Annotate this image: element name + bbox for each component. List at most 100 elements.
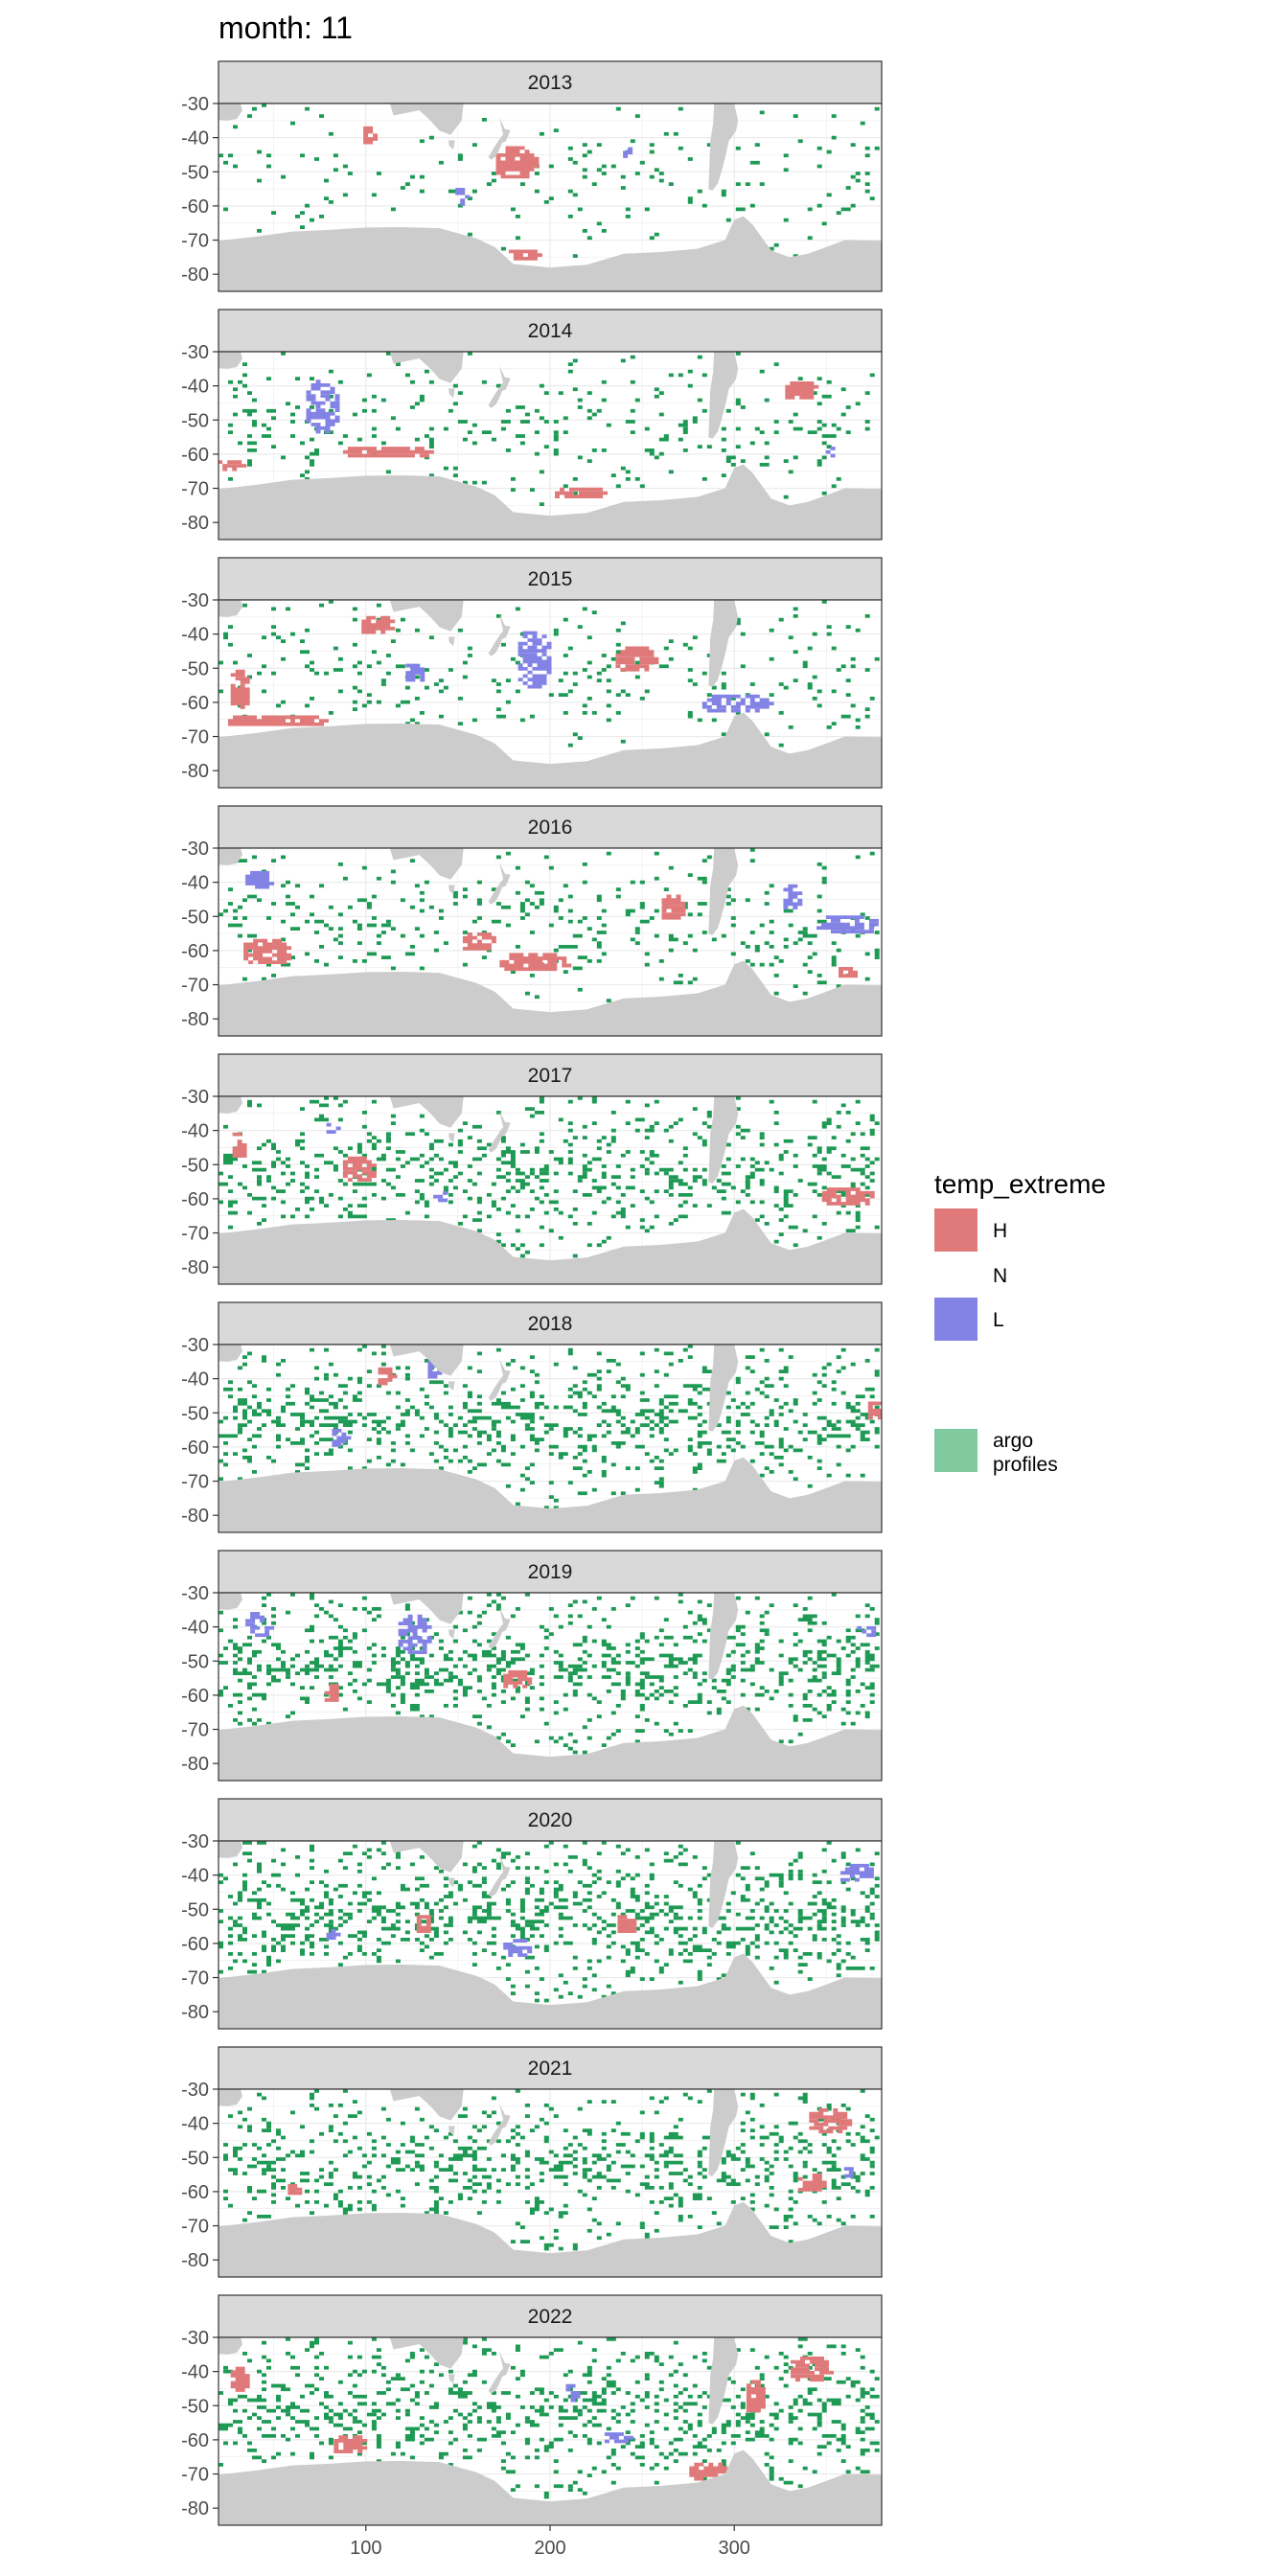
land-antarctica — [218, 464, 882, 540]
facet-panels: 2013 -30 -40 -50 -60 -70 -80 2014 -30 -40 -50 -60 -7… — [181, 60, 883, 2559]
panel-body — [218, 2089, 882, 2277]
land-new-zealand — [488, 366, 511, 408]
facet-strip-label: 2022 — [528, 2306, 573, 2328]
facet-strip — [218, 2294, 883, 2338]
facet-strip — [218, 60, 883, 104]
facet-panel-2020: 2020 -30 -40 -50 -60 -70 -80 — [181, 1798, 883, 2030]
y-tick-label: -60 — [181, 445, 209, 466]
land-australia — [389, 1345, 464, 1376]
y-tick-label: -40 — [181, 377, 209, 398]
facet-strip-label: 2014 — [528, 320, 573, 342]
panel-border — [218, 1095, 883, 1285]
y-tick-label: -80 — [181, 2002, 209, 2023]
panel-body — [218, 104, 882, 291]
facet-strip — [218, 1053, 883, 1097]
facet-strip — [218, 309, 883, 353]
legend-label-argo: argo profiles — [993, 1430, 1058, 1476]
land-new-zealand — [488, 1111, 511, 1153]
y-tick-label: -70 — [181, 1968, 209, 1990]
facet-strip — [218, 1550, 883, 1594]
y-tick-label: -50 — [181, 658, 209, 679]
high-extreme-cells — [324, 1669, 533, 1702]
low-extreme-cells — [332, 1360, 443, 1447]
land-australia — [389, 1841, 464, 1873]
y-tick-label: -30 — [181, 1583, 209, 1604]
high-extreme-cells — [243, 894, 859, 978]
x-tick-label: 200 — [534, 2538, 565, 2559]
x-axis: 100 200 300 — [350, 2525, 750, 2559]
land-australia — [389, 104, 464, 135]
y-tick-label: -50 — [181, 1403, 209, 1424]
facet-strip — [218, 557, 883, 601]
land-antarctica — [218, 1705, 882, 1781]
y-tick-label: -80 — [181, 1009, 209, 1030]
land-antarctica — [218, 2450, 882, 2525]
legend-key-h — [934, 1208, 978, 1252]
legend: temp_extreme H N L argo profiles — [934, 1169, 1106, 1476]
land-south-america — [706, 1841, 739, 1928]
high-extreme-cells — [232, 1132, 875, 1206]
y-tick-label: -80 — [181, 264, 209, 286]
land-new-zealand — [488, 2352, 511, 2394]
facet-strip — [218, 805, 883, 849]
facet-panel-2021: 2021 -30 -40 -50 -60 -70 -80 — [181, 2046, 883, 2278]
facet-panel-2018: 2018 -30 -40 -50 -60 -70 -80 — [181, 1301, 883, 1533]
land-australia — [389, 600, 464, 632]
y-tick-label: -40 — [181, 1618, 209, 1639]
x-tick-label: 100 — [350, 2538, 381, 2559]
y-tick-label: -60 — [181, 2182, 209, 2203]
facet-strip-label: 2017 — [528, 1065, 573, 1087]
panel-body — [218, 1593, 882, 1781]
land-tasmania — [448, 1133, 455, 1143]
panel-border — [218, 1592, 883, 1782]
facet-panel-2016: 2016 -30 -40 -50 -60 -70 -80 — [181, 805, 883, 1037]
land-africa — [218, 2337, 242, 2355]
land-africa — [218, 104, 242, 121]
facet-strip-label: 2021 — [528, 2058, 573, 2080]
facet-panel-2017: 2017 -30 -40 -50 -60 -70 -80 — [181, 1053, 883, 1285]
y-tick-label: -80 — [181, 2498, 209, 2519]
panel-body — [218, 600, 882, 788]
land-antarctica — [218, 2201, 882, 2277]
y-tick-label: -80 — [181, 1506, 209, 1527]
panel-border — [218, 599, 883, 789]
land-new-zealand — [488, 1359, 511, 1401]
land-south-america — [706, 1593, 739, 1680]
facet-strip-label: 2018 — [528, 1313, 573, 1335]
land-south-america — [706, 600, 739, 687]
land-south-america — [706, 2089, 739, 2176]
y-tick-label: -80 — [181, 1257, 209, 1278]
legend-title: temp_extreme — [934, 1169, 1106, 1199]
facet-panel-2015: 2015 -30 -40 -50 -60 -70 -80 — [181, 557, 883, 789]
y-tick-label: -50 — [181, 1651, 209, 1672]
low-extreme-cells — [245, 1612, 877, 1654]
panel-body — [218, 1345, 882, 1532]
land-africa — [218, 352, 242, 369]
y-tick-label: -50 — [181, 162, 209, 183]
argo-profile-cells — [223, 2089, 880, 2251]
facet-strip-label: 2015 — [528, 568, 573, 590]
y-tick-label: -60 — [181, 693, 209, 714]
y-tick-label: -70 — [181, 2465, 209, 2486]
y-tick-label: -40 — [181, 1369, 209, 1391]
land-south-america — [706, 104, 739, 191]
panel-border — [218, 1840, 883, 2030]
legend-label-n: N — [993, 1265, 1007, 1287]
y-tick-label: -40 — [181, 873, 209, 894]
land-tasmania — [448, 1381, 455, 1392]
panel-border — [218, 351, 883, 540]
y-tick-label: -30 — [181, 1335, 209, 1356]
land-antarctica — [218, 216, 882, 291]
land-africa — [218, 1345, 242, 1362]
y-tick-label: -80 — [181, 513, 209, 534]
y-tick-label: -40 — [181, 1121, 209, 1142]
panel-body — [218, 1096, 882, 1284]
facet-strip-label: 2016 — [528, 816, 573, 839]
land-australia — [389, 2089, 464, 2121]
y-tick-label: -80 — [181, 1754, 209, 1775]
land-south-america — [706, 352, 739, 439]
y-tick-label: -70 — [181, 231, 209, 252]
y-tick-label: -70 — [181, 1472, 209, 1493]
land-africa — [218, 1841, 242, 1858]
